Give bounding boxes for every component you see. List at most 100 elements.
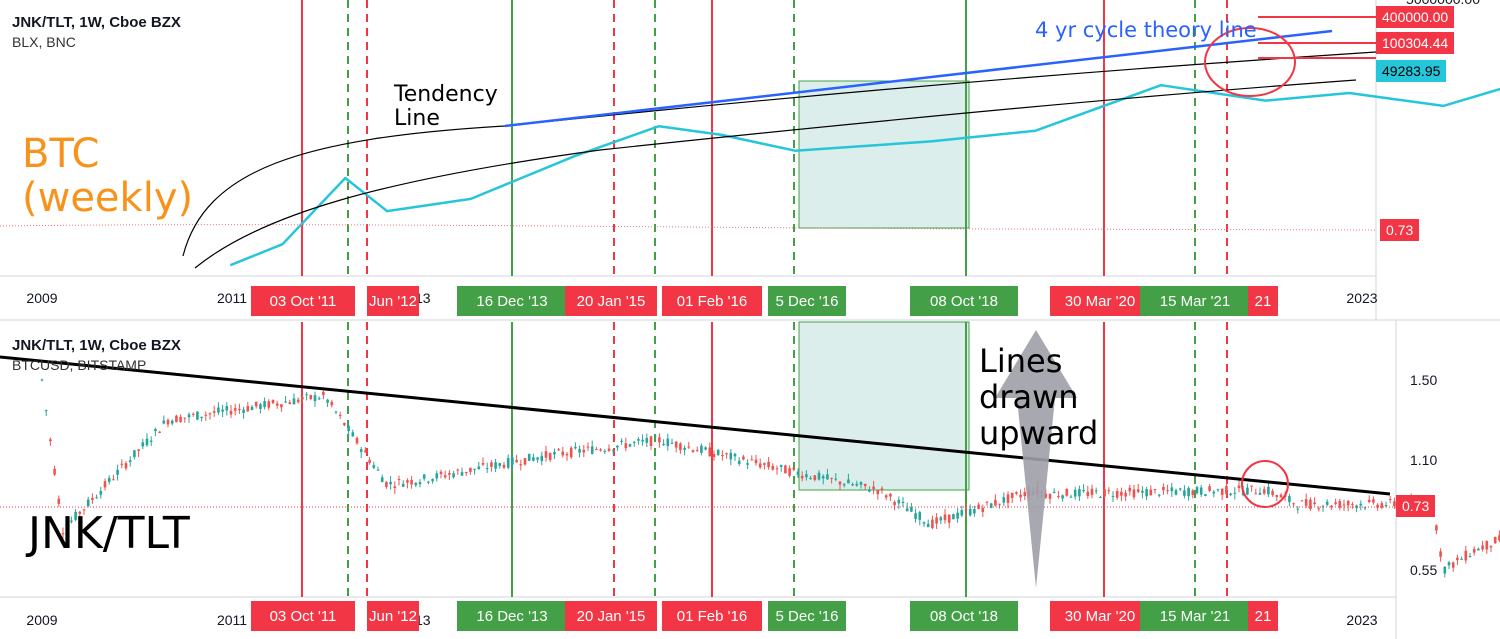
price-tag-bottom-073: 0.73 bbox=[1396, 495, 1436, 517]
candle-body bbox=[107, 477, 111, 482]
candle-body bbox=[1489, 545, 1493, 548]
candle-body bbox=[401, 483, 405, 487]
candle-body bbox=[767, 461, 770, 468]
candle-body bbox=[561, 451, 565, 456]
candle-body bbox=[301, 397, 304, 400]
candle-body bbox=[653, 435, 657, 437]
candle-body bbox=[49, 439, 52, 442]
candle-body bbox=[1048, 494, 1052, 499]
candle-body bbox=[876, 490, 880, 495]
candle-body bbox=[1120, 491, 1123, 496]
candle-body bbox=[733, 453, 737, 457]
candle-body bbox=[44, 410, 48, 412]
candle-body bbox=[490, 462, 493, 467]
candle-body bbox=[586, 446, 590, 448]
candle-body bbox=[242, 409, 245, 413]
candle-body bbox=[376, 469, 380, 471]
top-xtick-1: 2011 bbox=[217, 290, 247, 306]
date-tag-7-0: 30 Mar '20 bbox=[1065, 293, 1135, 310]
candle-body bbox=[1073, 489, 1077, 497]
candle-body bbox=[284, 401, 287, 403]
date-tag-bg-1-1 bbox=[367, 601, 419, 631]
candle-body bbox=[166, 419, 170, 425]
candle-body bbox=[53, 468, 56, 475]
candle-body bbox=[1485, 540, 1489, 550]
cycle-label: 4 yr cycle theory line bbox=[1035, 18, 1257, 42]
candle-body bbox=[1460, 558, 1463, 560]
candle-body bbox=[662, 443, 665, 446]
candle-body bbox=[1317, 508, 1321, 510]
candle-body bbox=[221, 409, 224, 412]
date-tag-bg-5-0 bbox=[768, 286, 846, 316]
candle-body bbox=[1456, 557, 1459, 561]
candle-body bbox=[309, 395, 313, 399]
candle-body bbox=[141, 442, 145, 447]
candle-body bbox=[1086, 491, 1090, 497]
candle-body bbox=[700, 445, 703, 453]
candle-body bbox=[1338, 500, 1342, 508]
top-ytick-0: 5000000.00 bbox=[1406, 0, 1480, 7]
date-tag-8-1: 15 Mar '21 bbox=[1160, 608, 1230, 625]
candle-body bbox=[217, 407, 220, 413]
candle-body bbox=[452, 473, 455, 478]
date-tag-bg-7-1 bbox=[1050, 601, 1150, 631]
candle-body bbox=[1464, 550, 1468, 561]
candle-body bbox=[355, 437, 359, 444]
candle-body bbox=[443, 475, 447, 478]
candle-body bbox=[1178, 488, 1182, 490]
candle-body bbox=[254, 401, 258, 407]
date-tag-bg-2-1 bbox=[457, 601, 567, 631]
candle-body bbox=[725, 453, 728, 455]
candle-body bbox=[448, 472, 451, 475]
price-tag-current: 49283.95 bbox=[1376, 60, 1447, 82]
candle-body bbox=[65, 526, 69, 530]
bottom-trend-line bbox=[0, 355, 1391, 496]
candle-body bbox=[179, 416, 182, 423]
candle-body bbox=[897, 499, 901, 504]
candle-body bbox=[95, 497, 98, 499]
candle-body bbox=[813, 475, 817, 481]
candle-body bbox=[758, 463, 762, 468]
bottom-xtick-1: 2011 bbox=[217, 612, 247, 628]
candle-body bbox=[1094, 490, 1098, 492]
candle-body bbox=[40, 379, 44, 381]
candle-body bbox=[1493, 536, 1497, 544]
candle-body bbox=[821, 475, 825, 479]
candle-body bbox=[196, 411, 199, 420]
candle-body bbox=[1220, 488, 1224, 495]
top-header: JNK/TLT, 1W, Cboe BZX BLX, BNC bbox=[12, 14, 181, 50]
candle-body bbox=[506, 458, 510, 468]
candle-body bbox=[826, 474, 829, 480]
candle-body bbox=[313, 395, 317, 402]
tendency-label: Tendency Line bbox=[394, 82, 498, 131]
candle-body bbox=[578, 449, 581, 453]
candle-body bbox=[544, 451, 548, 458]
cycle-theory-line bbox=[504, 29, 1333, 128]
candle-body bbox=[1078, 489, 1081, 497]
candle-body bbox=[208, 413, 212, 415]
candle-body bbox=[847, 479, 850, 484]
candle-body bbox=[1342, 504, 1346, 506]
candle-body bbox=[1237, 485, 1241, 489]
date-tag-6-0: 08 Oct '18 bbox=[930, 293, 998, 310]
candle-body bbox=[1279, 494, 1283, 498]
candle-body bbox=[809, 478, 812, 480]
candle-body bbox=[1393, 501, 1396, 506]
candle-body bbox=[351, 432, 355, 437]
candle-body bbox=[259, 404, 262, 409]
candle-body bbox=[1153, 489, 1157, 491]
candle-body bbox=[154, 429, 157, 432]
candle-body bbox=[498, 463, 502, 467]
bottom-shaded-region bbox=[798, 321, 970, 491]
candle-body bbox=[133, 450, 136, 458]
candle-body bbox=[880, 488, 884, 490]
candle-body bbox=[763, 463, 766, 465]
candle-body bbox=[183, 417, 187, 419]
candle-body bbox=[229, 410, 233, 415]
candle-body bbox=[872, 486, 875, 490]
btc-price-line bbox=[229, 83, 1500, 267]
candle-body bbox=[364, 450, 367, 453]
candle-body bbox=[691, 450, 695, 452]
candle-body bbox=[233, 408, 237, 411]
